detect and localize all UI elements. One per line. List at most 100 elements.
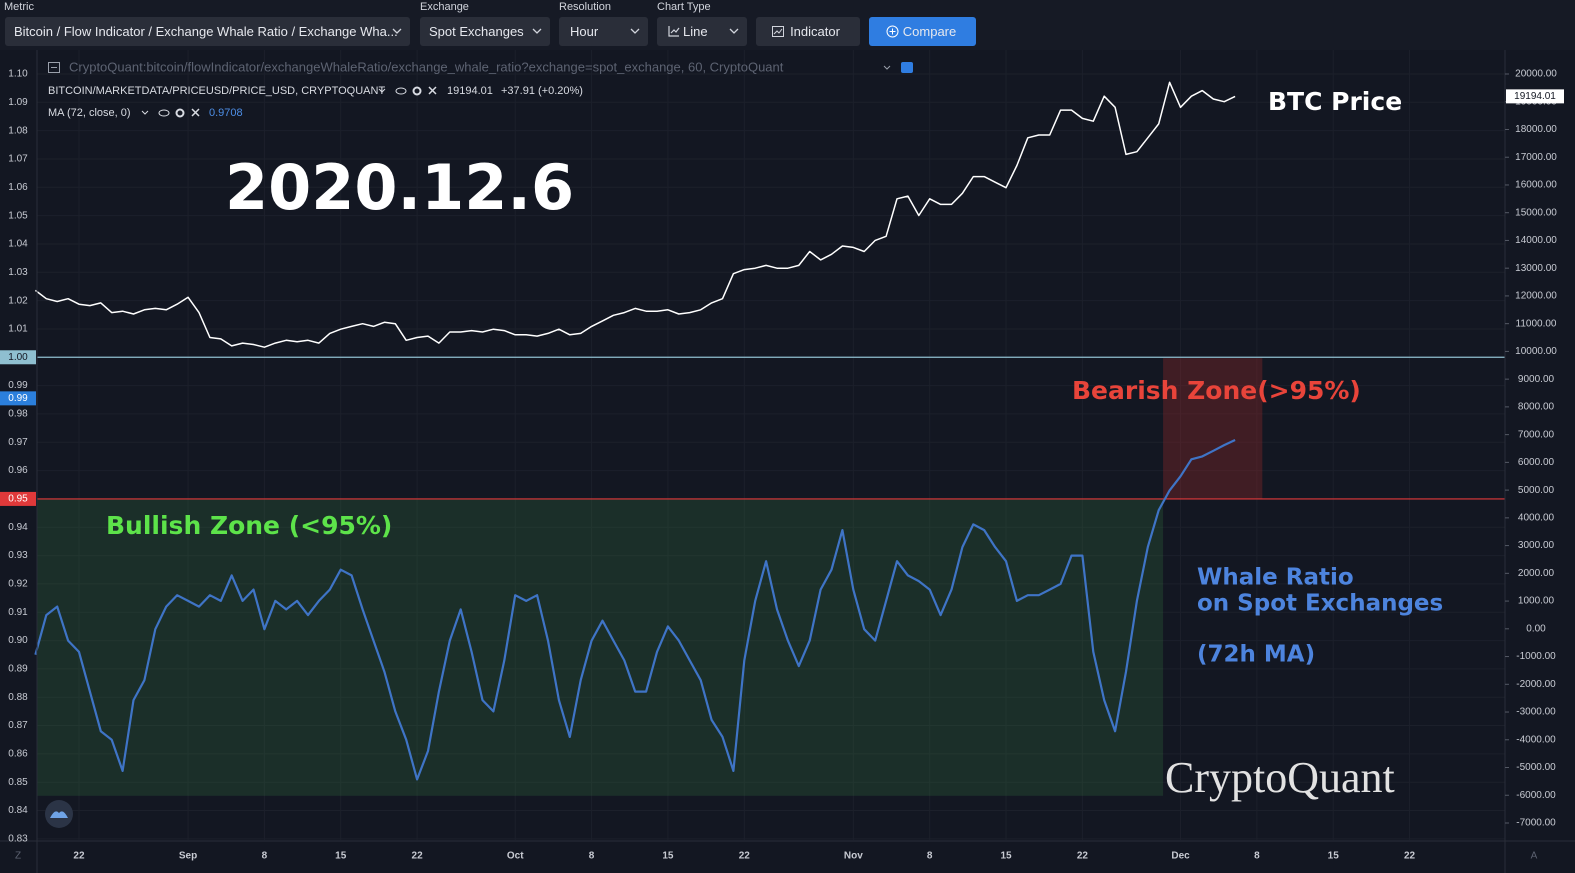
- chevron: [141, 110, 149, 115]
- ma-series-name: MA (72, close, 0): [48, 107, 131, 119]
- x-tick-label: 8: [262, 851, 268, 862]
- sync-icon[interactable]: [901, 62, 913, 73]
- gear-icon[interactable]: [175, 108, 185, 118]
- y-tick-label: 1.09: [8, 97, 28, 108]
- y-tick-label: 0.97: [8, 437, 28, 448]
- x-tick-label: 22: [73, 851, 85, 862]
- resolution-value: Hour: [570, 24, 599, 39]
- y-tick-label: 1.07: [8, 154, 28, 165]
- y2-tick-label: 9000.00: [1518, 374, 1555, 385]
- y2-tick-label: 18000.00: [1515, 124, 1557, 135]
- y-tick-label: 0.83: [8, 834, 28, 845]
- x-tick-label: 15: [1328, 851, 1340, 862]
- gear-icon[interactable]: [412, 86, 422, 96]
- y2-tick-label: 11000.00: [1516, 318, 1557, 329]
- y-tick-label: 0.85: [8, 777, 28, 788]
- compare-icon: [886, 25, 899, 38]
- line-icon: [668, 26, 680, 37]
- value-badge: [0, 391, 36, 406]
- eye-icon[interactable]: [158, 109, 170, 117]
- y-tick-label: 0.86: [8, 749, 28, 760]
- series-line: [34, 439, 1236, 781]
- zone: [1163, 358, 1263, 499]
- metric-label: Metric: [4, 1, 34, 13]
- line-layer: [34, 81, 1505, 781]
- reference-label: 1.00: [8, 352, 28, 363]
- eye-icon[interactable]: [395, 87, 407, 95]
- logo-glyph: [50, 811, 68, 818]
- y-tick-label: 0.84: [8, 805, 28, 816]
- indicator-text: Indicator: [790, 24, 840, 39]
- y-tick-label: 0.93: [8, 550, 28, 561]
- annotation: Bullish Zone (<95%): [106, 511, 392, 540]
- y2-tick-label: 7000.00: [1518, 429, 1555, 440]
- collapse-icon[interactable]: [48, 62, 60, 73]
- compare-text: Compare: [902, 24, 957, 39]
- x-tick-label: 8: [589, 851, 595, 862]
- y2-tick-label: 0.00: [1526, 623, 1546, 634]
- chevron: [378, 88, 386, 93]
- y2-tick-label: 17000.00: [1515, 152, 1557, 163]
- x-tick-label: 22: [1404, 851, 1416, 862]
- metric-dropdown[interactable]: Bitcoin / Flow Indicator / Exchange Whal…: [5, 17, 410, 46]
- compare-button[interactable]: Compare: [869, 17, 976, 46]
- x-tick-label: Nov: [844, 851, 863, 862]
- y-tick-label: 0.89: [8, 664, 28, 675]
- x-tick-label: 22: [1077, 851, 1089, 862]
- y2-tick-label: -5000.00: [1516, 762, 1556, 773]
- corner-label: A: [1531, 851, 1538, 862]
- indicator-button[interactable]: Indicator: [756, 17, 860, 46]
- chevron: [729, 28, 739, 34]
- price-series-name: BITCOIN/MARKETDATA/PRICEUSD/PRICE_USD, C…: [48, 85, 385, 97]
- y2-tick-label: -3000.00: [1516, 707, 1556, 718]
- chart-type-value: Line: [683, 24, 708, 39]
- y-tick-label: 1.05: [8, 210, 28, 221]
- y-tick-label: 0.96: [8, 465, 28, 476]
- price-change: +37.91 (+0.20%): [501, 85, 583, 97]
- exchange-dropdown[interactable]: Spot Exchanges: [420, 17, 550, 46]
- y-tick-label: 1.03: [8, 267, 28, 278]
- x-tick-label: 8: [927, 851, 933, 862]
- annotation: Bearish Zone(>95%): [1072, 376, 1361, 405]
- metric-value: Bitcoin / Flow Indicator / Exchange Whal…: [14, 24, 398, 39]
- price-last: 19194.01: [447, 85, 493, 97]
- y-tick-label: 0.90: [8, 635, 28, 646]
- y-tick-label: 0.88: [8, 692, 28, 703]
- x-tick-label: 15: [335, 851, 347, 862]
- chart-type-label: Chart Type: [657, 1, 711, 13]
- annotation: BTC Price: [1268, 87, 1402, 116]
- y-tick-label: 1.08: [8, 125, 28, 136]
- indicator-icon: [772, 26, 784, 37]
- value-badge-label: 0.99: [8, 393, 28, 404]
- close-icon[interactable]: [191, 108, 200, 117]
- y2-tick-label: 6000.00: [1518, 457, 1555, 468]
- y-tick-label: 0.91: [8, 607, 28, 618]
- y-tick-label: 0.94: [8, 522, 28, 533]
- exchange-label: Exchange: [420, 1, 469, 13]
- annotation: (72h MA): [1197, 642, 1315, 668]
- y-tick-label: 1.10: [8, 69, 28, 80]
- y2-tick-label: 5000.00: [1518, 485, 1555, 496]
- y2-tick-label: 3000.00: [1518, 540, 1555, 551]
- x-tick-label: 22: [412, 851, 424, 862]
- y-tick-label: 1.06: [8, 182, 28, 193]
- x-tick-label: 22: [739, 851, 751, 862]
- resolution-dropdown[interactable]: Hour: [559, 17, 648, 46]
- y2-tick-label: -4000.00: [1516, 734, 1556, 745]
- y-tick-label: 0.87: [8, 720, 28, 731]
- close-icon[interactable]: [428, 86, 437, 95]
- chevron: [532, 28, 542, 34]
- y2-tick-label: 2000.00: [1518, 568, 1555, 579]
- chart-type-dropdown[interactable]: Line: [657, 17, 747, 46]
- price-badge-label: 19194.01: [1514, 91, 1556, 102]
- reference-label: 0.95: [8, 494, 28, 505]
- x-tick-label: Sep: [179, 851, 197, 862]
- y2-tick-label: 14000.00: [1515, 235, 1557, 246]
- source-chevron: [883, 65, 891, 70]
- x-tick-label: Dec: [1171, 851, 1190, 862]
- x-tick-label: 15: [662, 851, 674, 862]
- zone-layer: [37, 358, 1263, 796]
- y-tick-label: 1.01: [8, 324, 28, 335]
